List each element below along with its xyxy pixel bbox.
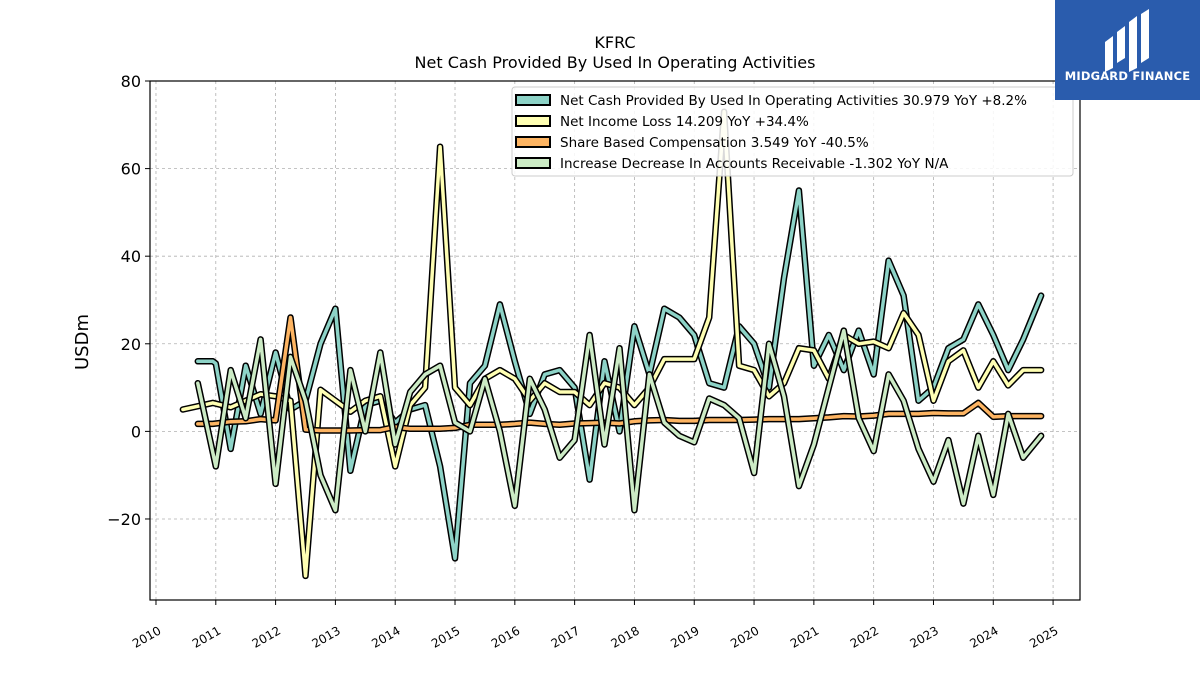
legend-label-increase-decrease-in-accounts-receivable: Increase Decrease In Accounts Receivable… bbox=[560, 156, 949, 172]
x-tick-label: 2022 bbox=[848, 623, 881, 650]
x-tick-label: 2012 bbox=[250, 623, 283, 650]
plot-frame bbox=[149, 80, 1081, 601]
logo: MIDGARD FINANCE bbox=[1055, 0, 1200, 100]
x-tick-label: 2013 bbox=[309, 623, 342, 650]
x-tick-label: 2016 bbox=[489, 623, 522, 650]
series-line-net-income-loss bbox=[181, 109, 1043, 578]
x-tick-label: 2023 bbox=[908, 623, 941, 650]
x-tick-label: 2015 bbox=[429, 623, 462, 650]
legend-swatch-increase-decrease-in-accounts-receivable bbox=[515, 157, 551, 169]
x-axis: 2010 2011 2012 2013 2014 2015 2016 2017 2018 2019… bbox=[130, 600, 1061, 651]
x-tick-label: 2019 bbox=[668, 623, 701, 650]
y-axis-label: USDm bbox=[72, 314, 93, 370]
legend-label-net-income-loss: Net Income Loss 14.209 YoY +34.4% bbox=[560, 114, 809, 130]
logo-icon bbox=[1105, 9, 1149, 72]
y-tick-label: 0 bbox=[131, 422, 141, 441]
legend: Net Cash Provided By Used In Operating A… bbox=[511, 86, 1074, 177]
y-tick-label: 80 bbox=[121, 72, 141, 91]
legend-swatch-share-based-compensation bbox=[515, 136, 551, 148]
legend-label-net-cash-provided-by-used-in-operating-activities: Net Cash Provided By Used In Operating A… bbox=[560, 93, 1027, 109]
legend-swatch-net-cash-provided-by-used-in-operating-activities bbox=[515, 94, 551, 106]
legend-swatch-net-income-loss bbox=[515, 115, 551, 127]
x-tick-label: 2017 bbox=[549, 623, 582, 650]
x-tick-label: 2011 bbox=[190, 623, 223, 650]
series-lines bbox=[179, 108, 1045, 580]
legend-label-share-based-compensation: Share Based Compensation 3.549 YoY -40.5… bbox=[560, 135, 869, 151]
x-tick-label: 2010 bbox=[130, 623, 163, 650]
chart-title: KFRC bbox=[594, 33, 635, 52]
x-tick-label: 2020 bbox=[728, 623, 761, 650]
y-tick-label: 60 bbox=[121, 160, 141, 179]
series-line-increase-decrease-in-accounts-receivable bbox=[196, 328, 1043, 512]
legend-box bbox=[511, 86, 1074, 177]
series-line-share-based-compensation bbox=[196, 315, 1043, 433]
chart-subtitle: Net Cash Provided By Used In Operating A… bbox=[415, 53, 816, 72]
y-tick-label: 20 bbox=[121, 335, 141, 354]
logo-text: MIDGARD FINANCE bbox=[1064, 69, 1191, 83]
x-tick-label: 2024 bbox=[967, 623, 1000, 650]
y-tick-label: −20 bbox=[107, 510, 141, 529]
x-tick-label: 2018 bbox=[608, 623, 641, 650]
x-tick-label: 2021 bbox=[788, 623, 821, 650]
y-tick-label: 40 bbox=[121, 247, 141, 266]
x-tick-label: 2025 bbox=[1027, 623, 1060, 650]
y-axis: −20 0 20 40 60 80 bbox=[107, 72, 150, 529]
x-tick-label: 2014 bbox=[369, 623, 402, 650]
